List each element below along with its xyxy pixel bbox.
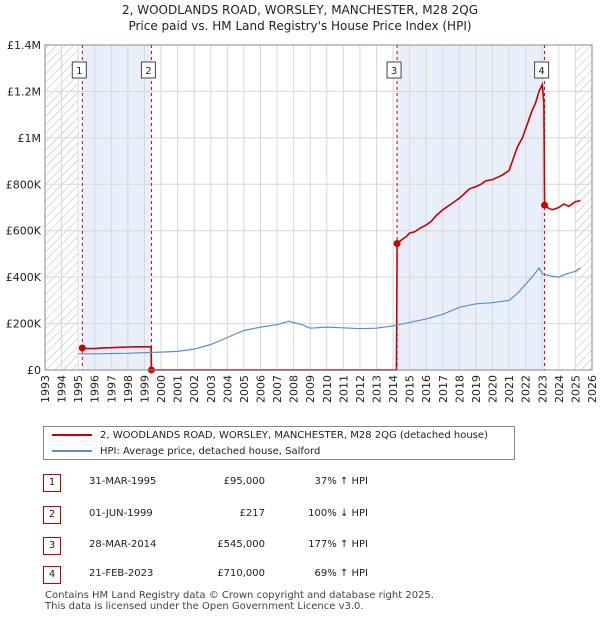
x-tick-label: 2004	[221, 375, 234, 403]
x-tick-label: 2015	[404, 375, 417, 403]
x-tick-label: 2024	[553, 375, 566, 403]
sale-marker-box	[534, 61, 550, 79]
x-tick-label: 1994	[56, 375, 69, 403]
x-tick-label: 2014	[387, 375, 400, 403]
sale-marker-label: 3	[391, 66, 397, 77]
transaction-row: 1 31-MAR-1995 £95,000 37% ↑ HPI	[43, 474, 403, 492]
x-tick-label: 2020	[487, 375, 500, 403]
price-paid-line	[82, 81, 581, 371]
transaction-number: 3	[43, 537, 61, 555]
transaction-row: 2 01-JUN-1999 £217 100% ↓ HPI	[43, 506, 403, 524]
y-tick-label: £1.4M	[7, 39, 41, 52]
y-tick-label: £400K	[6, 271, 42, 284]
x-tick-label: 2019	[470, 375, 483, 403]
hatched-range	[575, 45, 592, 370]
x-tick-label: 1998	[122, 375, 135, 403]
x-tick-label: 2013	[371, 375, 384, 403]
transaction-hpi-change: 100% ↓ HPI	[308, 508, 368, 519]
y-tick-label: £600K	[6, 225, 42, 238]
sale-marker-box	[71, 61, 87, 79]
x-tick-label: 2005	[238, 375, 251, 403]
legend-label-property: 2, WOODLANDS ROAD, WORSLEY, MANCHESTER, …	[100, 430, 488, 441]
transaction-number: 1	[43, 474, 61, 492]
plot-area: £0 £200K £400K £600K £800K £1M £1.2M £1.4M 1993 1…	[6, 39, 599, 403]
transaction-date: 31-MAR-1995	[89, 476, 157, 487]
footer-license: This data is licensed under the Open Gov…	[45, 601, 364, 612]
transaction-price: £710,000	[217, 568, 265, 579]
transaction-row: 4 21-FEB-2023 £710,000 69% ↑ HPI	[43, 566, 403, 584]
legend-swatch-hpi	[52, 450, 92, 452]
footer: Contains HM Land Registry data © Crown c…	[45, 590, 434, 612]
price-chart: 2, WOODLANDS ROAD, WORSLEY, MANCHESTER, …	[6, 3, 599, 403]
transaction-hpi-change: 177% ↑ HPI	[308, 539, 368, 550]
x-tick-label: 2009	[304, 375, 317, 403]
x-tick-label: 2026	[586, 375, 599, 403]
x-tick-label: 1993	[39, 375, 52, 403]
x-tick-label: 2008	[288, 375, 301, 403]
sale-point	[541, 201, 549, 209]
sale-marker-label: 2	[145, 66, 151, 77]
transaction-date: 01-JUN-1999	[89, 508, 153, 519]
x-tick-label: 1997	[105, 375, 118, 403]
x-tick-label: 2025	[569, 375, 582, 403]
legend-swatch-property	[52, 434, 92, 436]
x-tick-label: 2007	[271, 375, 284, 403]
sale-point	[393, 239, 401, 247]
x-tick-label: 2018	[453, 375, 466, 403]
footer-copyright: Contains HM Land Registry data © Crown c…	[45, 590, 434, 601]
transaction-price: £217	[239, 508, 265, 519]
x-tick-label: 2017	[437, 375, 450, 403]
x-tick-label: 2011	[337, 375, 350, 403]
sale-marker-label: 4	[538, 66, 544, 77]
shaded-range	[82, 45, 152, 370]
chart-subtitle: Price paid vs. HM Land Registry's House …	[128, 19, 471, 33]
x-tick-label: 1999	[138, 375, 151, 403]
x-tick-label: 1995	[72, 375, 85, 403]
transaction-number: 2	[43, 506, 61, 524]
sale-marker-box	[386, 61, 402, 79]
x-tick-label: 2023	[536, 375, 549, 403]
x-tick-label: 2012	[354, 375, 367, 403]
x-tick-label: 2000	[155, 375, 168, 403]
y-tick-label: £800K	[6, 178, 42, 191]
x-tick-label: 2006	[254, 375, 267, 403]
y-tick-label: £1M	[18, 132, 42, 145]
x-tick-label: 2002	[188, 375, 201, 403]
x-tick-label: 2010	[321, 375, 334, 403]
plot-border	[44, 44, 593, 371]
y-tick-label: £1.2M	[7, 85, 41, 98]
x-tick-label: 2021	[503, 375, 516, 403]
x-tick-label: 2022	[520, 375, 533, 403]
transaction-price: £95,000	[223, 476, 265, 487]
transaction-date: 21-FEB-2023	[89, 568, 154, 579]
transaction-price: £545,000	[217, 539, 265, 550]
x-tick-label: 1996	[89, 375, 102, 403]
sale-point	[78, 344, 86, 352]
transaction-number: 4	[43, 566, 61, 584]
legend-label-hpi: HPI: Average price, detached house, Salf…	[100, 446, 321, 457]
y-tick-label: £0	[27, 364, 41, 377]
x-tick-label: 2016	[420, 375, 433, 403]
legend-item-property: 2, WOODLANDS ROAD, WORSLEY, MANCHESTER, …	[52, 428, 488, 444]
transaction-hpi-change: 69% ↑ HPI	[314, 568, 368, 579]
sale-marker-box	[140, 61, 156, 79]
y-tick-label: £200K	[6, 318, 42, 331]
sale-marker-label: 1	[76, 66, 82, 77]
legend: 2, WOODLANDS ROAD, WORSLEY, MANCHESTER, …	[43, 426, 515, 460]
x-tick-label: 2003	[205, 375, 218, 403]
transaction-row: 3 28-MAR-2014 £545,000 177% ↑ HPI	[43, 537, 403, 555]
shaded-range	[397, 45, 545, 370]
transaction-date: 28-MAR-2014	[89, 539, 157, 550]
x-tick-label: 2001	[172, 375, 185, 403]
chart-title: 2, WOODLANDS ROAD, WORSLEY, MANCHESTER, …	[122, 3, 478, 17]
legend-item-hpi: HPI: Average price, detached house, Salf…	[52, 444, 320, 460]
transaction-hpi-change: 37% ↑ HPI	[314, 476, 368, 487]
hpi-line	[78, 266, 581, 355]
